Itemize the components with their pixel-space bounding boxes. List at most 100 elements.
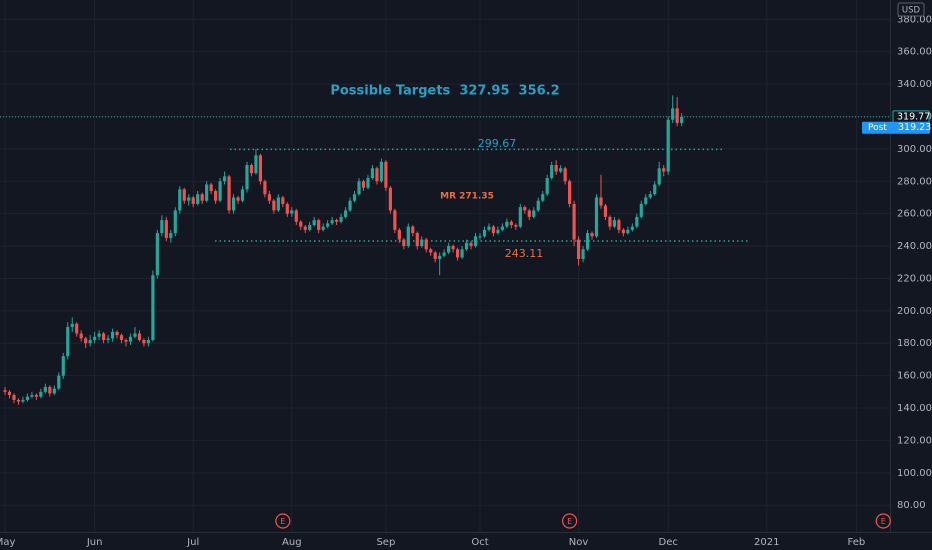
candle-body	[137, 333, 142, 340]
candle-body	[635, 216, 639, 227]
candle-body	[406, 226, 410, 247]
candle-body	[666, 119, 670, 172]
candle-body	[352, 194, 357, 201]
earnings-marker	[275, 513, 291, 529]
y-tick-label: 280.00	[897, 176, 932, 187]
candle-body	[142, 339, 146, 344]
candle-body	[375, 168, 379, 182]
candle-body	[124, 339, 128, 342]
currency-label: USD	[902, 6, 921, 16]
candle-body	[57, 375, 61, 389]
candle-body	[420, 239, 424, 247]
candle-body	[648, 194, 652, 198]
candle-body	[187, 197, 191, 201]
y-tick-label: 140.00	[897, 403, 932, 414]
candle-body	[447, 246, 451, 253]
candle-body	[182, 189, 186, 201]
candle-body	[675, 108, 679, 123]
candle-body	[88, 339, 92, 344]
candle-body	[424, 239, 428, 250]
candle-body	[402, 239, 406, 247]
candle-body	[258, 155, 263, 182]
candle-body	[110, 331, 115, 339]
candle-body	[227, 176, 231, 211]
y-tick-label: 300.00	[897, 144, 932, 155]
candle-body	[101, 333, 106, 340]
candle-body	[585, 233, 590, 250]
candle-body	[245, 165, 249, 190]
candle-body	[572, 203, 576, 240]
candle-body	[612, 220, 617, 227]
candle-body	[39, 391, 43, 397]
candle-body	[240, 189, 245, 201]
candle-body	[169, 233, 173, 238]
candle-body	[527, 210, 531, 217]
candle-body	[563, 168, 567, 182]
candle-body	[433, 252, 437, 260]
candle-body	[590, 233, 594, 237]
candle-body	[84, 338, 88, 344]
candle-body	[455, 249, 460, 258]
candle-body	[361, 181, 366, 188]
candle-body	[209, 184, 213, 191]
candle-body	[276, 197, 280, 211]
y-tick-label: 340.00	[897, 79, 932, 90]
y-tick-label: 160.00	[897, 371, 932, 382]
candle-body	[460, 249, 464, 258]
candle-body	[680, 116, 684, 123]
candle-body	[146, 339, 151, 344]
last-price-label: 319.77	[897, 111, 930, 122]
candle-body	[639, 203, 643, 217]
candle-body	[487, 226, 491, 230]
candle-body	[16, 399, 21, 402]
candle-body	[621, 229, 625, 234]
candle-body	[568, 181, 572, 204]
candle-body	[222, 176, 227, 182]
candle-body	[554, 165, 558, 172]
currency-box	[897, 2, 925, 17]
candle-body	[608, 216, 612, 227]
candle-body	[178, 189, 182, 211]
candle-body	[603, 205, 608, 217]
candle-body	[294, 210, 298, 222]
y-tick-label: 380.00	[897, 14, 932, 25]
candle-body	[236, 197, 240, 201]
candle-body	[393, 210, 397, 230]
x-tick-label: Sep	[376, 537, 395, 548]
candle-body	[308, 224, 312, 230]
candle-body	[303, 226, 307, 230]
candle-body	[514, 224, 518, 227]
annotation-label: 243.11	[505, 247, 544, 260]
x-tick-label: May	[0, 537, 15, 548]
candle-body	[66, 327, 70, 357]
y-tick-label: 200.00	[897, 306, 932, 317]
candle-body	[214, 190, 218, 201]
candle-body	[173, 210, 177, 234]
y-tick-label: 240.00	[897, 241, 932, 252]
candle-body	[119, 335, 124, 340]
candle-body	[478, 236, 482, 238]
candle-body	[662, 168, 666, 172]
candle-body	[438, 255, 442, 260]
x-tick-label: Feb	[848, 537, 866, 548]
candle-body	[559, 168, 563, 172]
candle-body	[30, 395, 34, 397]
candle-body	[48, 386, 52, 394]
x-tick-label: Jul	[186, 537, 199, 548]
candle-body	[330, 220, 334, 224]
candle-body	[249, 165, 254, 174]
candle-body	[657, 168, 661, 185]
candle-body	[205, 184, 209, 201]
x-tick-label: 2021	[754, 537, 779, 548]
candle-body	[164, 220, 168, 238]
earnings-label: E	[280, 517, 285, 526]
candle-body	[267, 194, 271, 201]
candle-body	[21, 399, 25, 402]
candle-body	[75, 323, 79, 334]
x-tick-label: Aug	[282, 537, 302, 548]
candle-body	[93, 336, 97, 340]
